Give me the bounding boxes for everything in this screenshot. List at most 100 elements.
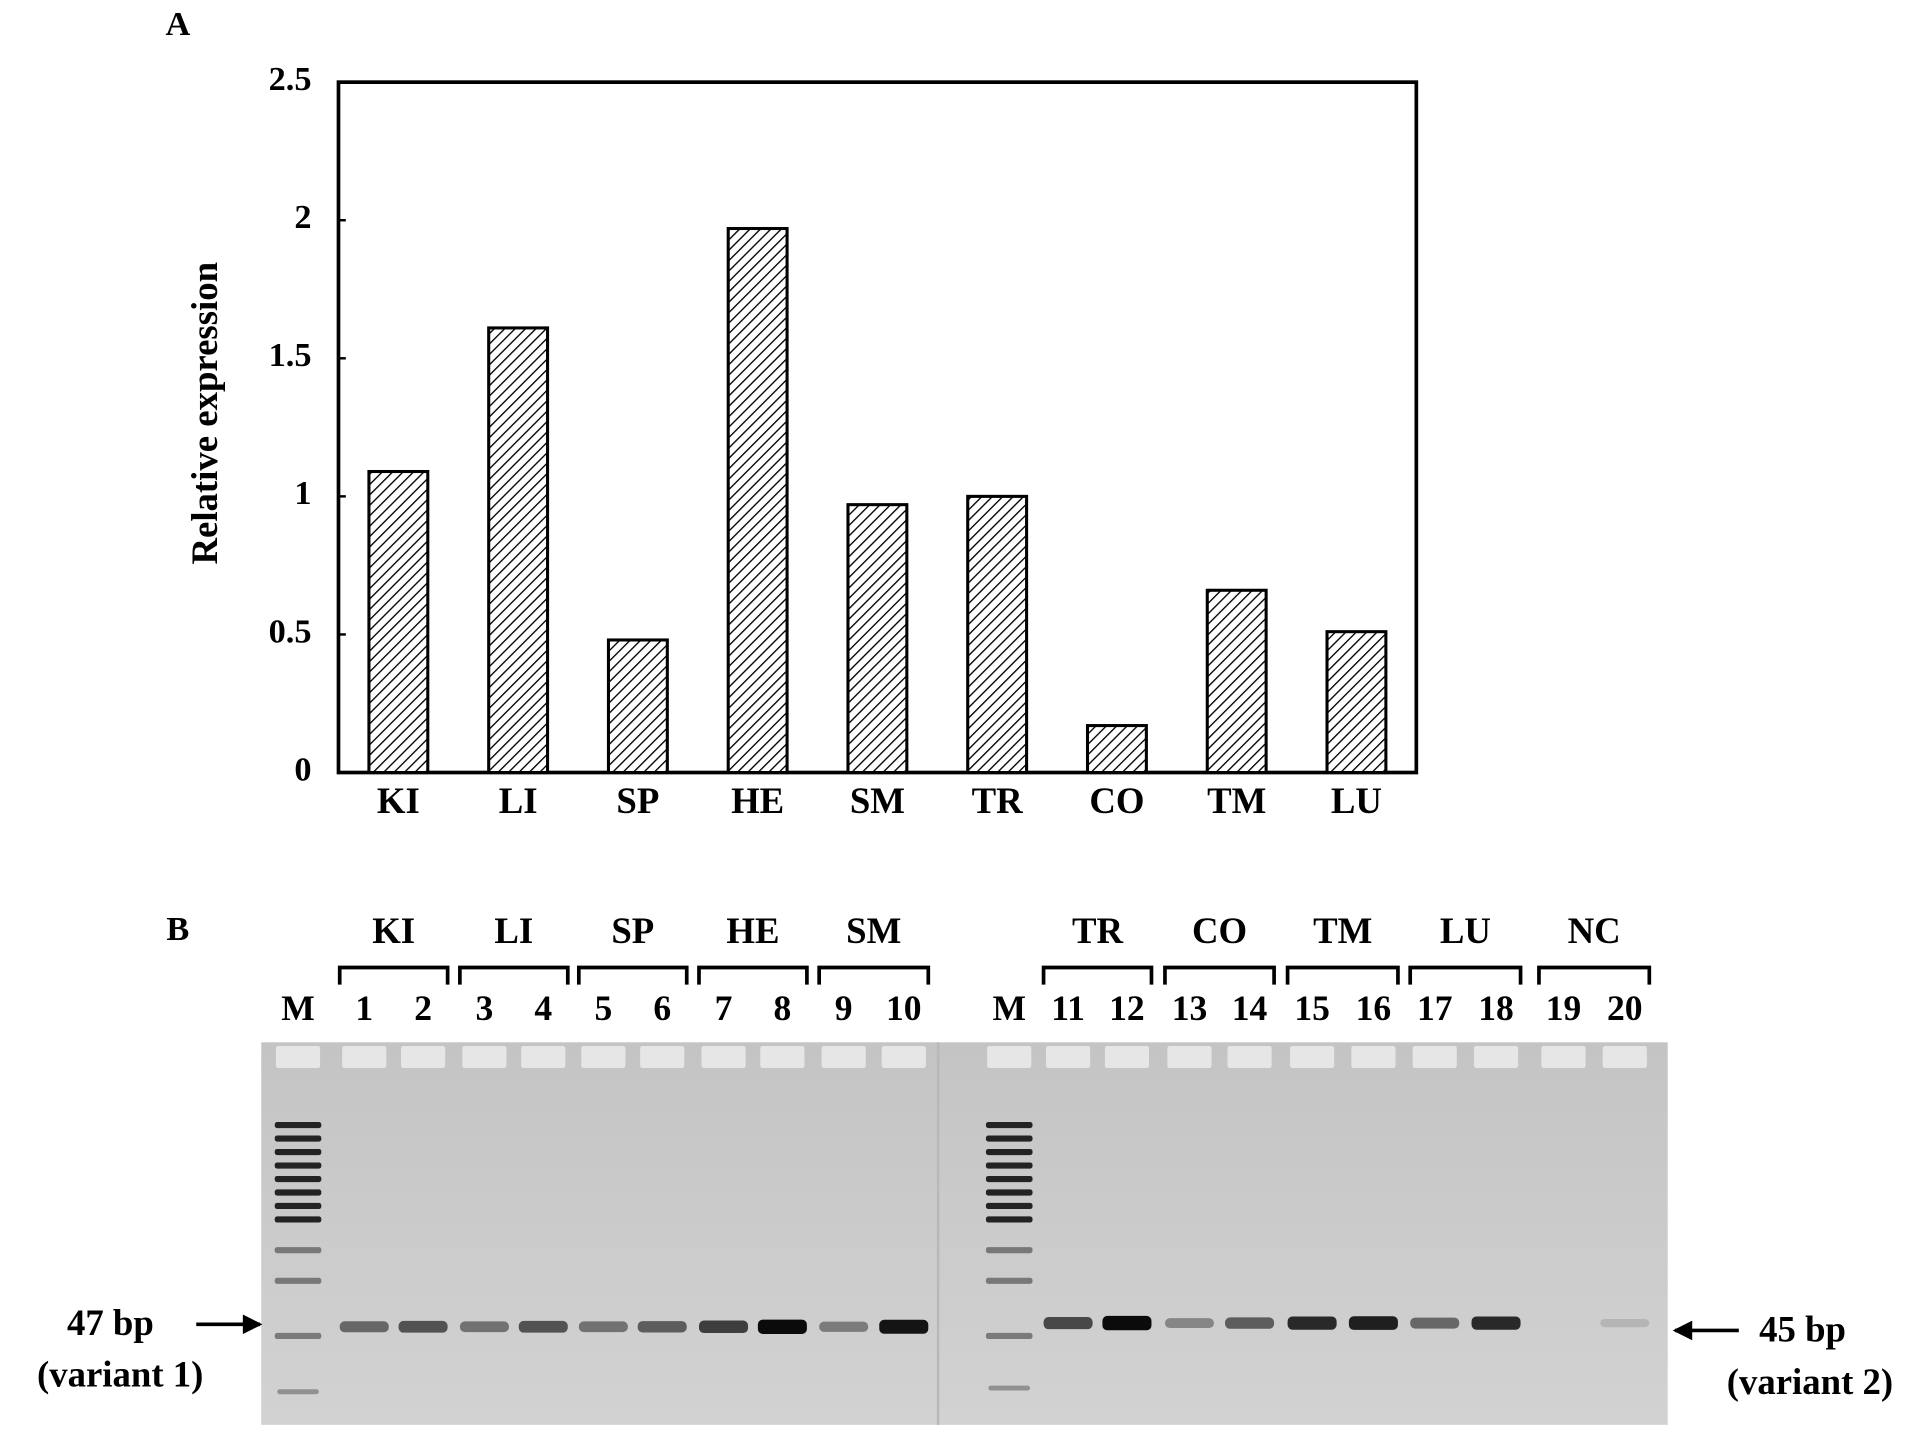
bracket bbox=[576, 965, 689, 985]
ladder-band bbox=[985, 1216, 1033, 1223]
ladder-band bbox=[274, 1216, 322, 1223]
gel-left bbox=[261, 1042, 939, 1425]
group-label: LI bbox=[494, 910, 533, 951]
bracket bbox=[1537, 965, 1652, 985]
marker-size: 45 bp bbox=[1759, 1308, 1846, 1349]
x-tick-label: SM bbox=[850, 780, 905, 821]
group-label: SP bbox=[611, 910, 654, 951]
bracket bbox=[817, 965, 931, 985]
lane-label: M bbox=[281, 988, 315, 1028]
y-tick-label: 0 bbox=[294, 750, 311, 788]
x-tick-label: HE bbox=[731, 780, 784, 821]
well bbox=[1104, 1045, 1150, 1069]
ladder-band bbox=[985, 1189, 1033, 1196]
ladder-band bbox=[985, 1247, 1033, 1254]
dna-band bbox=[518, 1320, 568, 1333]
ladder-band bbox=[985, 1277, 1033, 1284]
well bbox=[462, 1045, 507, 1069]
well bbox=[640, 1045, 685, 1069]
lane-label: 14 bbox=[1232, 988, 1268, 1028]
x-tick-label: KI bbox=[377, 780, 420, 821]
ladder-band bbox=[985, 1162, 1033, 1169]
lane-label: 16 bbox=[1356, 988, 1392, 1028]
well bbox=[342, 1045, 387, 1069]
bracket bbox=[697, 965, 809, 985]
bar bbox=[1205, 588, 1268, 775]
group-label: SM bbox=[846, 910, 901, 951]
lane-label: 18 bbox=[1478, 988, 1514, 1028]
lane-label: 2 bbox=[414, 988, 432, 1028]
lane-label: 5 bbox=[594, 988, 612, 1028]
well bbox=[1602, 1045, 1647, 1069]
well bbox=[1473, 1045, 1519, 1069]
x-tick-label: CO bbox=[1089, 780, 1144, 821]
group-label: TM bbox=[1313, 910, 1372, 951]
lane-label: 11 bbox=[1051, 988, 1085, 1028]
ladder-band bbox=[985, 1148, 1033, 1156]
bar bbox=[726, 226, 789, 775]
y-axis-label: Relative expression bbox=[184, 262, 225, 565]
bracket bbox=[337, 965, 450, 985]
well bbox=[275, 1045, 321, 1069]
dna-band bbox=[578, 1321, 628, 1333]
lane-label: 15 bbox=[1294, 988, 1330, 1028]
group-label: TR bbox=[1072, 910, 1124, 951]
gel-right bbox=[938, 1042, 1668, 1425]
dna-band bbox=[1287, 1316, 1337, 1330]
group-label: HE bbox=[726, 910, 779, 951]
x-tick-label: TR bbox=[972, 780, 1024, 821]
bar bbox=[846, 503, 909, 775]
group-label: CO bbox=[1192, 910, 1247, 951]
dna-band bbox=[1471, 1316, 1521, 1330]
lane-label: 8 bbox=[773, 988, 791, 1028]
y-tick-label: 2 bbox=[294, 198, 311, 236]
bar bbox=[606, 638, 669, 775]
well bbox=[1227, 1045, 1272, 1069]
lane-label: 6 bbox=[653, 988, 671, 1028]
panel-label: B bbox=[166, 910, 189, 948]
ladder-band bbox=[274, 1189, 322, 1196]
lane-label: 9 bbox=[835, 988, 853, 1028]
ladder-band bbox=[274, 1135, 322, 1142]
ladder-band bbox=[274, 1148, 322, 1156]
y-tick-label: 0.5 bbox=[269, 612, 312, 650]
bracket bbox=[1285, 965, 1400, 985]
well bbox=[1167, 1045, 1212, 1069]
bracket bbox=[1408, 965, 1523, 985]
dna-band bbox=[698, 1320, 749, 1334]
marker-variant: (variant 1) bbox=[37, 1354, 203, 1395]
well bbox=[1412, 1045, 1457, 1069]
well bbox=[581, 1045, 626, 1069]
dna-band bbox=[1043, 1317, 1093, 1330]
ladder-band bbox=[274, 1121, 322, 1129]
lane-label: 1 bbox=[355, 988, 373, 1028]
ladder-band bbox=[274, 1332, 322, 1340]
dna-band bbox=[398, 1320, 448, 1333]
dna-band bbox=[339, 1321, 389, 1333]
dna-band bbox=[459, 1321, 509, 1333]
well bbox=[1541, 1045, 1586, 1069]
marker-variant: (variant 2) bbox=[1727, 1361, 1893, 1402]
ladder-band bbox=[274, 1162, 322, 1169]
ladder-band bbox=[274, 1175, 322, 1183]
x-tick-label: LI bbox=[499, 780, 538, 821]
lane-label: 20 bbox=[1607, 988, 1643, 1028]
ladder-band bbox=[988, 1385, 1031, 1391]
lane-label: 19 bbox=[1546, 988, 1582, 1028]
lane-label: 13 bbox=[1172, 988, 1208, 1028]
well bbox=[821, 1045, 866, 1069]
marker-size: 47 bp bbox=[67, 1302, 154, 1343]
bar bbox=[1325, 630, 1388, 775]
group-label: KI bbox=[372, 910, 415, 951]
lane-label: 10 bbox=[886, 988, 922, 1028]
dna-band bbox=[1102, 1315, 1152, 1331]
ladder-band bbox=[274, 1202, 322, 1210]
ladder-band bbox=[985, 1175, 1033, 1183]
ladder-band bbox=[274, 1247, 322, 1254]
dna-band bbox=[1410, 1317, 1460, 1329]
well bbox=[1046, 1045, 1091, 1069]
dna-band bbox=[1348, 1316, 1398, 1330]
well bbox=[1290, 1045, 1335, 1069]
dna-band bbox=[1600, 1318, 1650, 1328]
well bbox=[760, 1045, 805, 1069]
